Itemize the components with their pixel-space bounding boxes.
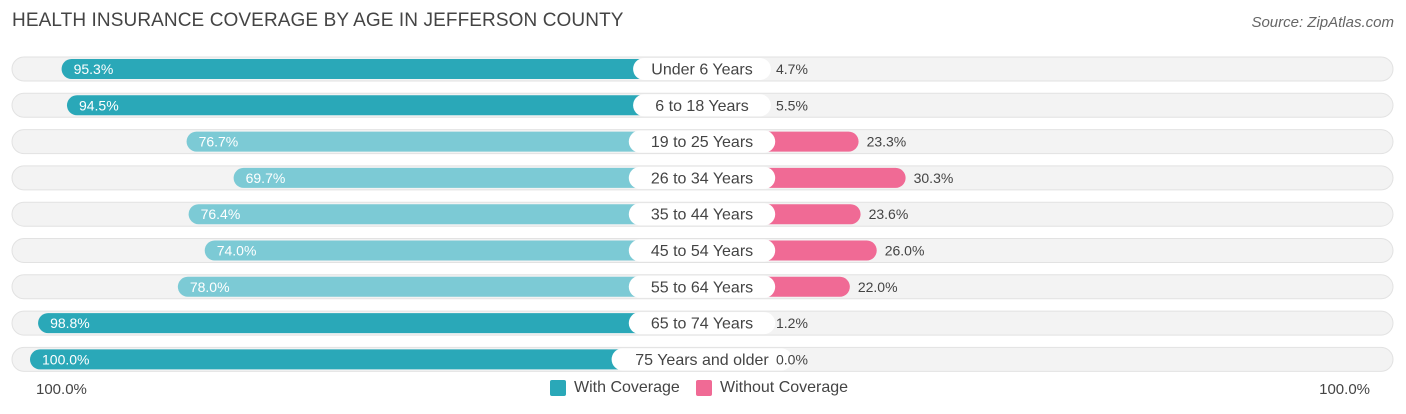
bar-with-coverage <box>186 131 703 152</box>
axis-right-label: 100.0% <box>1319 381 1370 398</box>
legend: With Coverage Without Coverage <box>0 379 1406 401</box>
value-label-with: 94.5% <box>79 97 119 113</box>
value-label-without: 1.2% <box>776 315 808 331</box>
value-label-with: 69.7% <box>246 170 286 186</box>
category-pill <box>611 348 793 371</box>
value-label-without: 30.3% <box>914 170 954 186</box>
value-label-without: 4.7% <box>776 61 808 77</box>
category-label: 26 to 34 Years <box>651 170 753 187</box>
legend-without-swatch <box>696 380 712 396</box>
category-label: 45 to 54 Years <box>651 243 753 260</box>
bar-with-coverage <box>61 59 703 79</box>
chart-title: HEALTH INSURANCE COVERAGE BY AGE IN JEFF… <box>12 10 624 31</box>
category-pill <box>628 312 776 335</box>
bar-with-coverage <box>66 95 702 116</box>
category-pill <box>628 203 776 226</box>
legend-with-label: With Coverage <box>574 379 680 396</box>
axis-left-label: 100.0% <box>36 381 87 398</box>
category-label: 75 Years and older <box>635 352 769 369</box>
value-label-without: 22.0% <box>858 279 898 295</box>
category-label: Under 6 Years <box>651 62 752 79</box>
value-label-without: 0.0% <box>776 351 808 367</box>
value-label-with: 100.0% <box>42 351 89 367</box>
legend-with-coverage: With Coverage <box>550 379 680 397</box>
category-label: 19 to 25 Years <box>651 134 753 151</box>
bar-with-coverage <box>177 276 703 297</box>
legend-without-label: Without Coverage <box>720 379 849 396</box>
value-label-without: 23.3% <box>867 134 907 150</box>
value-label-with: 76.4% <box>201 206 241 222</box>
bar-with-coverage <box>30 349 702 370</box>
bar-with-coverage <box>188 204 703 225</box>
category-pill <box>633 94 771 117</box>
category-pill <box>628 239 776 262</box>
value-label-without: 23.6% <box>869 206 909 222</box>
legend-with-swatch <box>550 380 566 396</box>
category-label: 55 to 64 Years <box>651 279 753 296</box>
category-pill <box>628 166 776 189</box>
category-pill <box>628 275 776 298</box>
category-label: 6 to 18 Years <box>655 98 748 115</box>
value-label-with: 95.3% <box>74 61 114 77</box>
legend-without-coverage: Without Coverage <box>696 379 848 397</box>
value-label-without: 26.0% <box>885 243 925 259</box>
value-label-with: 76.7% <box>199 134 239 150</box>
category-label: 35 to 44 Years <box>651 207 753 224</box>
source-label: Source: ZipAtlas.com <box>1251 14 1394 31</box>
bar-with-coverage <box>233 167 702 188</box>
category-label: 65 to 74 Years <box>651 316 753 333</box>
bar-with-coverage <box>38 313 702 334</box>
value-label-with: 74.0% <box>217 243 257 259</box>
category-pill <box>633 58 771 80</box>
value-label-with: 98.8% <box>50 315 90 331</box>
category-pill <box>628 130 776 153</box>
bar-with-coverage <box>204 240 702 261</box>
value-label-without: 5.5% <box>776 97 808 113</box>
value-label-with: 78.0% <box>190 279 230 295</box>
